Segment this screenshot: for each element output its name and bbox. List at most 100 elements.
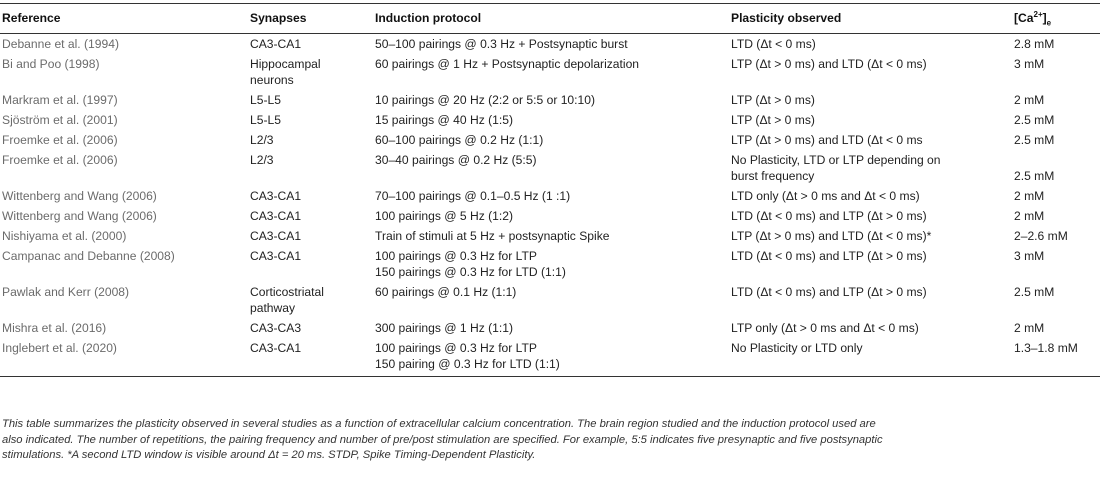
table-row: Campanac and Debanne (2008) CA3-CA1 100 pa… xyxy=(0,246,1100,282)
induction-line: 100 pairings @ 0.3 Hz for LTP xyxy=(375,341,537,355)
cell-synapses: L2/3 xyxy=(248,130,373,150)
table-row: Sjöström et al. (2001) L5-L5 15 pairings @… xyxy=(0,110,1100,130)
cell-synapses: L5-L5 xyxy=(248,110,373,130)
table-row: Debanne et al. (1994) CA3-CA1 50–100 pairi… xyxy=(0,34,1100,55)
cell-reference: Wittenberg and Wang (2006) xyxy=(2,189,157,203)
plasticity-line: No Plasticity, LTD or LTP depending on xyxy=(731,153,941,167)
cell-calcium: 3 mM xyxy=(1014,57,1045,71)
cell-calcium: 2 mM xyxy=(1014,93,1045,107)
cell-synapses: Hippocampal neurons xyxy=(248,54,373,90)
cell-calcium: 3 mM xyxy=(1014,249,1045,263)
synapses-line: CA3-CA3 xyxy=(250,321,302,335)
cell-plasticity-observed: LTD (Δt < 0 ms) and LTP (Δt > 0 ms) xyxy=(729,206,1012,226)
header-induction-protocol: Induction protocol xyxy=(373,3,729,34)
induction-line: 60 pairings @ 0.1 Hz (1:1) xyxy=(375,285,517,299)
synapses-line: Corticostriatal xyxy=(250,285,324,299)
header-synapses: Synapses xyxy=(248,3,373,34)
cell-synapses: CA3-CA1 xyxy=(248,34,373,55)
induction-line: 30–40 pairings @ 0.2 Hz (5:5) xyxy=(375,153,537,167)
cell-synapses: CA3-CA1 xyxy=(248,246,373,282)
cell-reference: Froemke et al. (2006) xyxy=(2,133,118,147)
cell-induction-protocol: Train of stimuli at 5 Hz + postsynaptic … xyxy=(373,226,729,246)
synapses-line: pathway xyxy=(250,301,296,315)
cell-reference: Froemke et al. (2006) xyxy=(2,153,118,167)
header-row: Reference Synapses Induction protocol Pl… xyxy=(0,3,1100,34)
cell-induction-protocol: 100 pairings @ 0.3 Hz for LTP 150 pairing… xyxy=(373,246,729,282)
synapses-line: neurons xyxy=(250,73,294,87)
cell-plasticity-observed: LTD only (Δt > 0 ms and Δt < 0 ms) xyxy=(729,186,1012,206)
cell-synapses: Corticostriatal pathway xyxy=(248,282,373,318)
cell-plasticity-observed: No Plasticity or LTD only xyxy=(729,338,1012,377)
cell-synapses: L2/3 xyxy=(248,150,373,186)
induction-line: 50–100 pairings @ 0.3 Hz + Postsynaptic … xyxy=(375,37,628,51)
plasticity-line: burst frequency xyxy=(731,169,815,183)
cell-calcium: 2.5 mM xyxy=(1014,113,1055,127)
induction-line: 70–100 pairings @ 0.1–0.5 Hz (1 :1) xyxy=(375,189,571,203)
plasticity-line: No Plasticity or LTD only xyxy=(731,341,863,355)
cell-plasticity-observed: LTP only (Δt > 0 ms and Δt < 0 ms) xyxy=(729,318,1012,338)
plasticity-line: LTP only (Δt > 0 ms and Δt < 0 ms) xyxy=(731,321,919,335)
plasticity-table: Reference Synapses Induction protocol Pl… xyxy=(0,3,1100,377)
plasticity-line: LTP (Δt > 0 ms) xyxy=(731,113,815,127)
cell-synapses: CA3-CA3 xyxy=(248,318,373,338)
synapses-line: CA3-CA1 xyxy=(250,341,302,355)
cell-induction-protocol: 15 pairings @ 40 Hz (1:5) xyxy=(373,110,729,130)
table-row: Mishra et al. (2016) CA3-CA3 300 pairings … xyxy=(0,318,1100,338)
cell-plasticity-observed: LTD (Δt < 0 ms) and LTP (Δt > 0 ms) xyxy=(729,246,1012,282)
induction-line: 60 pairings @ 1 Hz + Postsynaptic depola… xyxy=(375,57,640,71)
cell-calcium: 2.5 mM xyxy=(1014,285,1055,299)
synapses-line: CA3-CA1 xyxy=(250,209,302,223)
synapses-line: L2/3 xyxy=(250,153,274,167)
synapses-line: L5-L5 xyxy=(250,93,281,107)
synapses-line: CA3-CA1 xyxy=(250,189,302,203)
table-footnote: This table summarizes the plasticity obs… xyxy=(2,417,1096,464)
cell-induction-protocol: 50–100 pairings @ 0.3 Hz + Postsynaptic … xyxy=(373,34,729,55)
table-row: Nishiyama et al. (2000) CA3-CA1 Train of s… xyxy=(0,226,1100,246)
table-row: Wittenberg and Wang (2006) CA3-CA1 100 pai… xyxy=(0,206,1100,226)
table-row: Pawlak and Kerr (2008) Corticostriatal pat… xyxy=(0,282,1100,318)
plasticity-line: LTD (Δt < 0 ms) and LTP (Δt > 0 ms) xyxy=(731,249,927,263)
cell-synapses: CA3-CA1 xyxy=(248,206,373,226)
header-plasticity-observed: Plasticity observed xyxy=(729,3,1012,34)
induction-line: 15 pairings @ 40 Hz (1:5) xyxy=(375,113,513,127)
synapses-line: Hippocampal xyxy=(250,57,321,71)
cell-calcium: 2 mM xyxy=(1014,189,1045,203)
cell-induction-protocol: 60 pairings @ 0.1 Hz (1:1) xyxy=(373,282,729,318)
cell-synapses: CA3-CA1 xyxy=(248,338,373,377)
synapses-line: CA3-CA1 xyxy=(250,249,302,263)
cell-reference: Campanac and Debanne (2008) xyxy=(2,249,175,263)
induction-line: 300 pairings @ 1 Hz (1:1) xyxy=(375,321,513,335)
table-row: Markram et al. (1997) L5-L5 10 pairings @ … xyxy=(0,90,1100,110)
plasticity-line: LTD (Δt < 0 ms) and LTP (Δt > 0 ms) xyxy=(731,209,927,223)
induction-line: Train of stimuli at 5 Hz + postsynaptic … xyxy=(375,229,610,243)
induction-line: 60–100 pairings @ 0.2 Hz (1:1) xyxy=(375,133,544,147)
cell-plasticity-observed: No Plasticity, LTD or LTP depending on bu… xyxy=(729,150,1012,186)
table-body: Debanne et al. (1994) CA3-CA1 50–100 pairi… xyxy=(0,34,1100,377)
table-row: Froemke et al. (2006) L2/3 30–40 pairings … xyxy=(0,150,1100,186)
cell-synapses: CA3-CA1 xyxy=(248,226,373,246)
cell-reference: Nishiyama et al. (2000) xyxy=(2,229,127,243)
cell-induction-protocol: 60–100 pairings @ 0.2 Hz (1:1) xyxy=(373,130,729,150)
cell-reference: Pawlak and Kerr (2008) xyxy=(2,285,130,299)
header-calcium-sup: 2+ xyxy=(1033,9,1043,19)
cell-reference: Mishra et al. (2016) xyxy=(2,321,107,335)
footnote-line-1: This table summarizes the plasticity obs… xyxy=(2,418,876,430)
table-row: Inglebert et al. (2020) CA3-CA1 100 pairin… xyxy=(0,338,1100,377)
cell-induction-protocol: 10 pairings @ 20 Hz (2:2 or 5:5 or 10:10… xyxy=(373,90,729,110)
induction-line: 150 pairings @ 0.3 Hz for LTD (1:1) xyxy=(375,265,566,279)
synapses-line: L2/3 xyxy=(250,133,274,147)
cell-plasticity-observed: LTD (Δt < 0 ms) and LTP (Δt > 0 ms) xyxy=(729,282,1012,318)
cell-plasticity-observed: LTP (Δt > 0 ms) and LTD (Δt < 0 ms xyxy=(729,130,1012,150)
header-calcium-main: [Ca xyxy=(1014,11,1034,25)
table-row: Wittenberg and Wang (2006) CA3-CA1 70–100 … xyxy=(0,186,1100,206)
cell-induction-protocol: 100 pairings @ 5 Hz (1:2) xyxy=(373,206,729,226)
footnote-line-2: also indicated. The number of repetition… xyxy=(2,433,883,446)
cell-plasticity-observed: LTP (Δt > 0 ms) xyxy=(729,90,1012,110)
cell-calcium: 2.5 mM xyxy=(1014,133,1055,147)
induction-line: 100 pairings @ 0.3 Hz for LTP xyxy=(375,249,537,263)
induction-line: 150 pairing @ 0.3 Hz for LTD (1:1) xyxy=(375,357,560,371)
cell-plasticity-observed: LTP (Δt > 0 ms) and LTD (Δt < 0 ms)* xyxy=(729,226,1012,246)
footnote-line-3: stimulations. *A second LTD window is vi… xyxy=(2,449,536,461)
synapses-line: CA3-CA1 xyxy=(250,229,302,243)
